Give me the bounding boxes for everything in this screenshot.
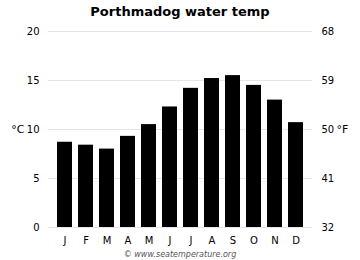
svg-text:S: S <box>230 235 236 246</box>
svg-text:5: 5 <box>33 173 39 184</box>
svg-text:15: 15 <box>27 75 40 86</box>
html-text:Porthmadog water temp: Porthmadog water temp <box>90 4 270 19</box>
svg-text:°F: °F <box>337 123 349 136</box>
html-text:© www.seatemperature.org: © www.seatemperature.org <box>123 250 237 259</box>
svg-text:°C: °C <box>11 123 25 136</box>
svg-text:M: M <box>145 235 154 246</box>
svg-text:J: J <box>63 235 67 246</box>
svg-text:M: M <box>103 235 112 246</box>
svg-text:D: D <box>292 235 300 246</box>
svg-text:41: 41 <box>322 173 335 184</box>
svg-text:10: 10 <box>27 124 40 135</box>
svg-text:A: A <box>209 235 216 246</box>
svg-text:O: O <box>250 235 258 246</box>
svg-text:59: 59 <box>322 75 335 86</box>
svg-text:20: 20 <box>27 26 40 37</box>
svg-text:68: 68 <box>322 26 335 37</box>
svg-text:J: J <box>168 235 172 246</box>
svg-text:F: F <box>83 235 89 246</box>
svg-text:32: 32 <box>322 222 335 233</box>
svg-text:50: 50 <box>322 124 335 135</box>
svg-text:J: J <box>189 235 193 246</box>
svg-text:A: A <box>125 235 132 246</box>
svg-text:N: N <box>271 235 278 246</box>
svg-text:0: 0 <box>33 222 39 233</box>
